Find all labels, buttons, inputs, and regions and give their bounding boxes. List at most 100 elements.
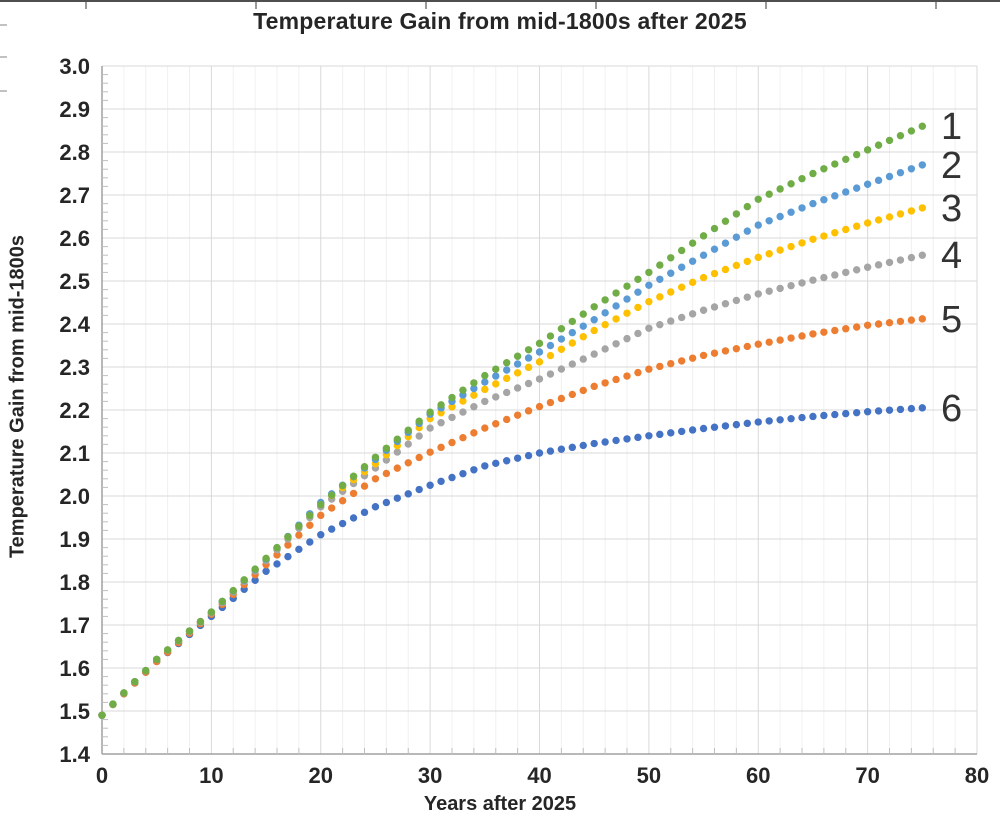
data-point-series-1: [798, 174, 806, 183]
data-point-series-4: [765, 287, 773, 295]
data-point-series-6: [623, 435, 631, 443]
data-point-series-1: [437, 401, 445, 409]
data-point-series-6: [360, 508, 369, 517]
data-point-series-4: [601, 345, 609, 353]
data-point-series-6: [262, 567, 270, 575]
data-point-series-6: [863, 408, 872, 416]
data-point-series-2: [601, 309, 609, 317]
data-point-series-6: [568, 443, 577, 452]
data-point-series-1: [207, 608, 216, 616]
x-tick-label: 30: [418, 763, 442, 788]
data-point-series-5: [590, 382, 598, 391]
data-point-series-5: [612, 375, 620, 384]
data-point-series-6: [415, 485, 423, 494]
data-point-series-6: [918, 404, 927, 412]
data-point-series-2: [743, 227, 752, 235]
series-end-label-4: 4: [941, 235, 962, 277]
data-point-series-6: [404, 490, 412, 498]
data-point-series-1: [513, 352, 522, 360]
data-point-series-3: [612, 315, 620, 323]
data-point-series-1: [787, 180, 795, 188]
data-point-series-4: [852, 266, 861, 274]
data-point-series-5: [721, 347, 730, 355]
y-tick-label: 2.6: [59, 226, 90, 251]
data-point-series-1: [109, 700, 117, 708]
data-point-series-2: [612, 302, 620, 310]
data-point-series-3: [470, 391, 478, 399]
top-edge-line: [0, 0, 1000, 2]
data-point-series-4: [382, 456, 391, 464]
data-point-series-5: [765, 338, 773, 346]
data-point-series-6: [765, 417, 773, 425]
data-point-series-1: [754, 195, 762, 203]
data-point-series-2: [798, 204, 806, 212]
data-point-series-4: [557, 365, 566, 373]
data-point-series-6: [645, 432, 653, 440]
data-point-series-1: [404, 426, 412, 434]
data-point-series-5: [634, 368, 642, 377]
data-point-series-5: [601, 379, 609, 387]
data-point-series-5: [579, 386, 587, 395]
data-point-series-6: [251, 576, 259, 584]
data-point-series-4: [732, 296, 741, 305]
data-point-series-4: [863, 263, 872, 271]
data-point-series-6: [502, 457, 511, 465]
data-point-series-1: [535, 339, 544, 348]
data-point-series-5: [568, 390, 577, 399]
data-point-series-5: [459, 433, 467, 442]
data-point-series-5: [754, 340, 762, 348]
data-point-series-4: [907, 253, 916, 262]
data-point-series-3: [863, 219, 872, 227]
data-point-series-5: [874, 320, 883, 328]
data-point-series-1: [885, 136, 894, 145]
data-point-series-2: [634, 288, 642, 296]
data-point-series-5: [524, 407, 533, 415]
top-ruler-tick: [85, 2, 87, 9]
data-point-series-2: [677, 263, 686, 271]
y-tick-label: 1.4: [59, 742, 90, 767]
data-point-series-2: [513, 360, 522, 368]
data-point-series-3: [699, 273, 708, 282]
data-point-series-4: [513, 384, 522, 392]
data-point-series-1: [284, 533, 292, 541]
data-point-series-2: [721, 239, 730, 247]
y-tick-label: 2.9: [59, 97, 90, 122]
data-point-series-2: [699, 251, 708, 259]
data-point-series-2: [623, 295, 631, 303]
data-point-series-1: [721, 217, 730, 225]
x-axis-title: Years after 2025: [423, 793, 577, 815]
data-point-series-5: [677, 357, 686, 365]
data-point-series-6: [535, 449, 544, 457]
data-point-series-4: [404, 440, 412, 448]
data-point-series-1: [360, 463, 369, 471]
data-point-series-2: [688, 257, 697, 265]
data-point-series-3: [568, 339, 577, 347]
data-point-series-1: [317, 500, 325, 509]
data-point-series-5: [492, 420, 500, 428]
data-point-series-5: [437, 443, 445, 452]
data-point-series-1: [327, 491, 336, 499]
data-point-series-1: [688, 239, 697, 247]
data-point-series-3: [754, 253, 762, 262]
data-point-series-3: [732, 261, 741, 270]
data-point-series-3: [459, 397, 467, 405]
data-point-series-6: [437, 477, 445, 486]
data-point-series-3: [885, 213, 894, 221]
data-point-series-5: [546, 398, 555, 407]
data-point-series-4: [393, 448, 402, 456]
data-point-series-1: [98, 711, 106, 719]
data-point-series-4: [776, 284, 784, 293]
data-point-series-3: [809, 235, 817, 243]
data-point-series-1: [448, 393, 456, 402]
data-point-series-4: [492, 393, 500, 401]
data-point-series-5: [656, 362, 664, 371]
data-point-series-5: [360, 482, 369, 490]
data-point-series-2: [754, 221, 762, 229]
data-point-series-2: [590, 316, 598, 324]
data-point-series-6: [809, 412, 817, 421]
data-point-series-1: [371, 453, 380, 461]
data-point-series-4: [721, 300, 730, 308]
series-end-label-5: 5: [941, 299, 962, 341]
chart-title: Temperature Gain from mid-1800s after 20…: [253, 8, 747, 34]
data-point-series-6: [557, 445, 566, 453]
